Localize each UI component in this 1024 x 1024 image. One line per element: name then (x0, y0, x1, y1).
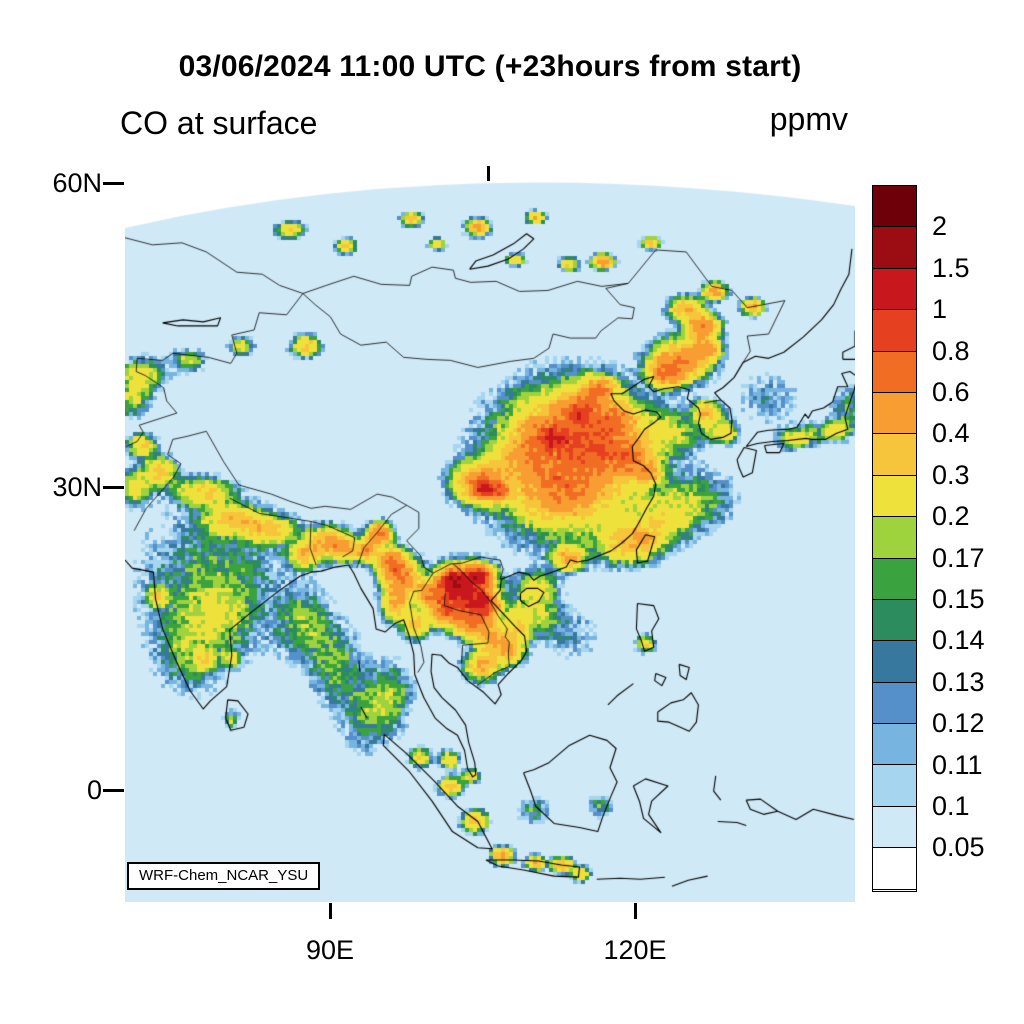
colorbar-cell (873, 475, 916, 518)
lat-label-60n: 60N (52, 168, 102, 198)
colorbar-cell (873, 682, 916, 725)
co-concentration-map (125, 180, 855, 902)
colorbar-cell (873, 517, 916, 559)
colorbar-cell (873, 268, 916, 311)
colorbar-label: 1 (932, 294, 948, 325)
colorbar-cell (873, 558, 916, 600)
colorbar-label: 0.4 (932, 418, 970, 449)
colorbar-cell (873, 351, 916, 393)
colorbar-label: 0.15 (932, 584, 985, 614)
colorbar-label: 0.11 (932, 749, 983, 780)
lon-tick-120e (634, 903, 637, 919)
model-watermark: WRF-Chem_NCAR_YSU (127, 862, 321, 890)
colorbar-cell (873, 765, 916, 807)
lat-tick-30n (103, 486, 124, 489)
variable-label: CO at surface (120, 105, 318, 141)
colorbar-label: 0.14 (932, 625, 985, 656)
lon-label-120e: 120E (603, 935, 667, 965)
colorbar-cell (873, 641, 916, 683)
colorbar-cell (873, 599, 916, 642)
lon-tick-top-105e (487, 166, 490, 181)
colorbar (872, 185, 917, 892)
colorbar-label: 0.17 (932, 542, 985, 573)
colorbar-cell (873, 806, 916, 849)
colorbar-label: 0.13 (932, 666, 985, 697)
colorbar-cell (873, 186, 916, 228)
colorbar-cell (873, 227, 916, 269)
colorbar-label: 0.6 (932, 377, 970, 407)
colorbar-label: 1.5 (932, 252, 970, 283)
colorbar-cell (873, 724, 916, 766)
units-label: ppmv (769, 101, 848, 137)
colorbar-cell (873, 310, 916, 352)
lat-tick-0 (103, 789, 124, 792)
colorbar-label: 0.2 (932, 501, 970, 532)
colorbar-label: 2 (932, 211, 948, 242)
colorbar-cell (873, 848, 916, 890)
colorbar-label: 0.8 (932, 335, 970, 366)
colorbar-cell (873, 434, 916, 476)
colorbar-label: 0.1 (932, 791, 970, 821)
colorbar-cell (873, 392, 916, 435)
figure-title: 03/06/2024 11:00 UTC (+23hours from star… (178, 50, 802, 83)
lat-tick-60n (103, 182, 124, 185)
lat-label-0: 0 (86, 775, 102, 805)
lat-label-30n: 30N (52, 472, 102, 502)
colorbar-label: 0.3 (932, 459, 970, 490)
lon-tick-90e (329, 903, 332, 919)
colorbar-label: 0.12 (932, 708, 985, 739)
colorbar-labels: 2 1.5 1 0.8 0.6 0.4 0.3 0.2 0.17 0.15 0.14 0.13 0.12… (932, 185, 1024, 900)
lon-label-90e: 90E (305, 935, 355, 965)
colorbar-label: 0.05 (932, 832, 985, 863)
